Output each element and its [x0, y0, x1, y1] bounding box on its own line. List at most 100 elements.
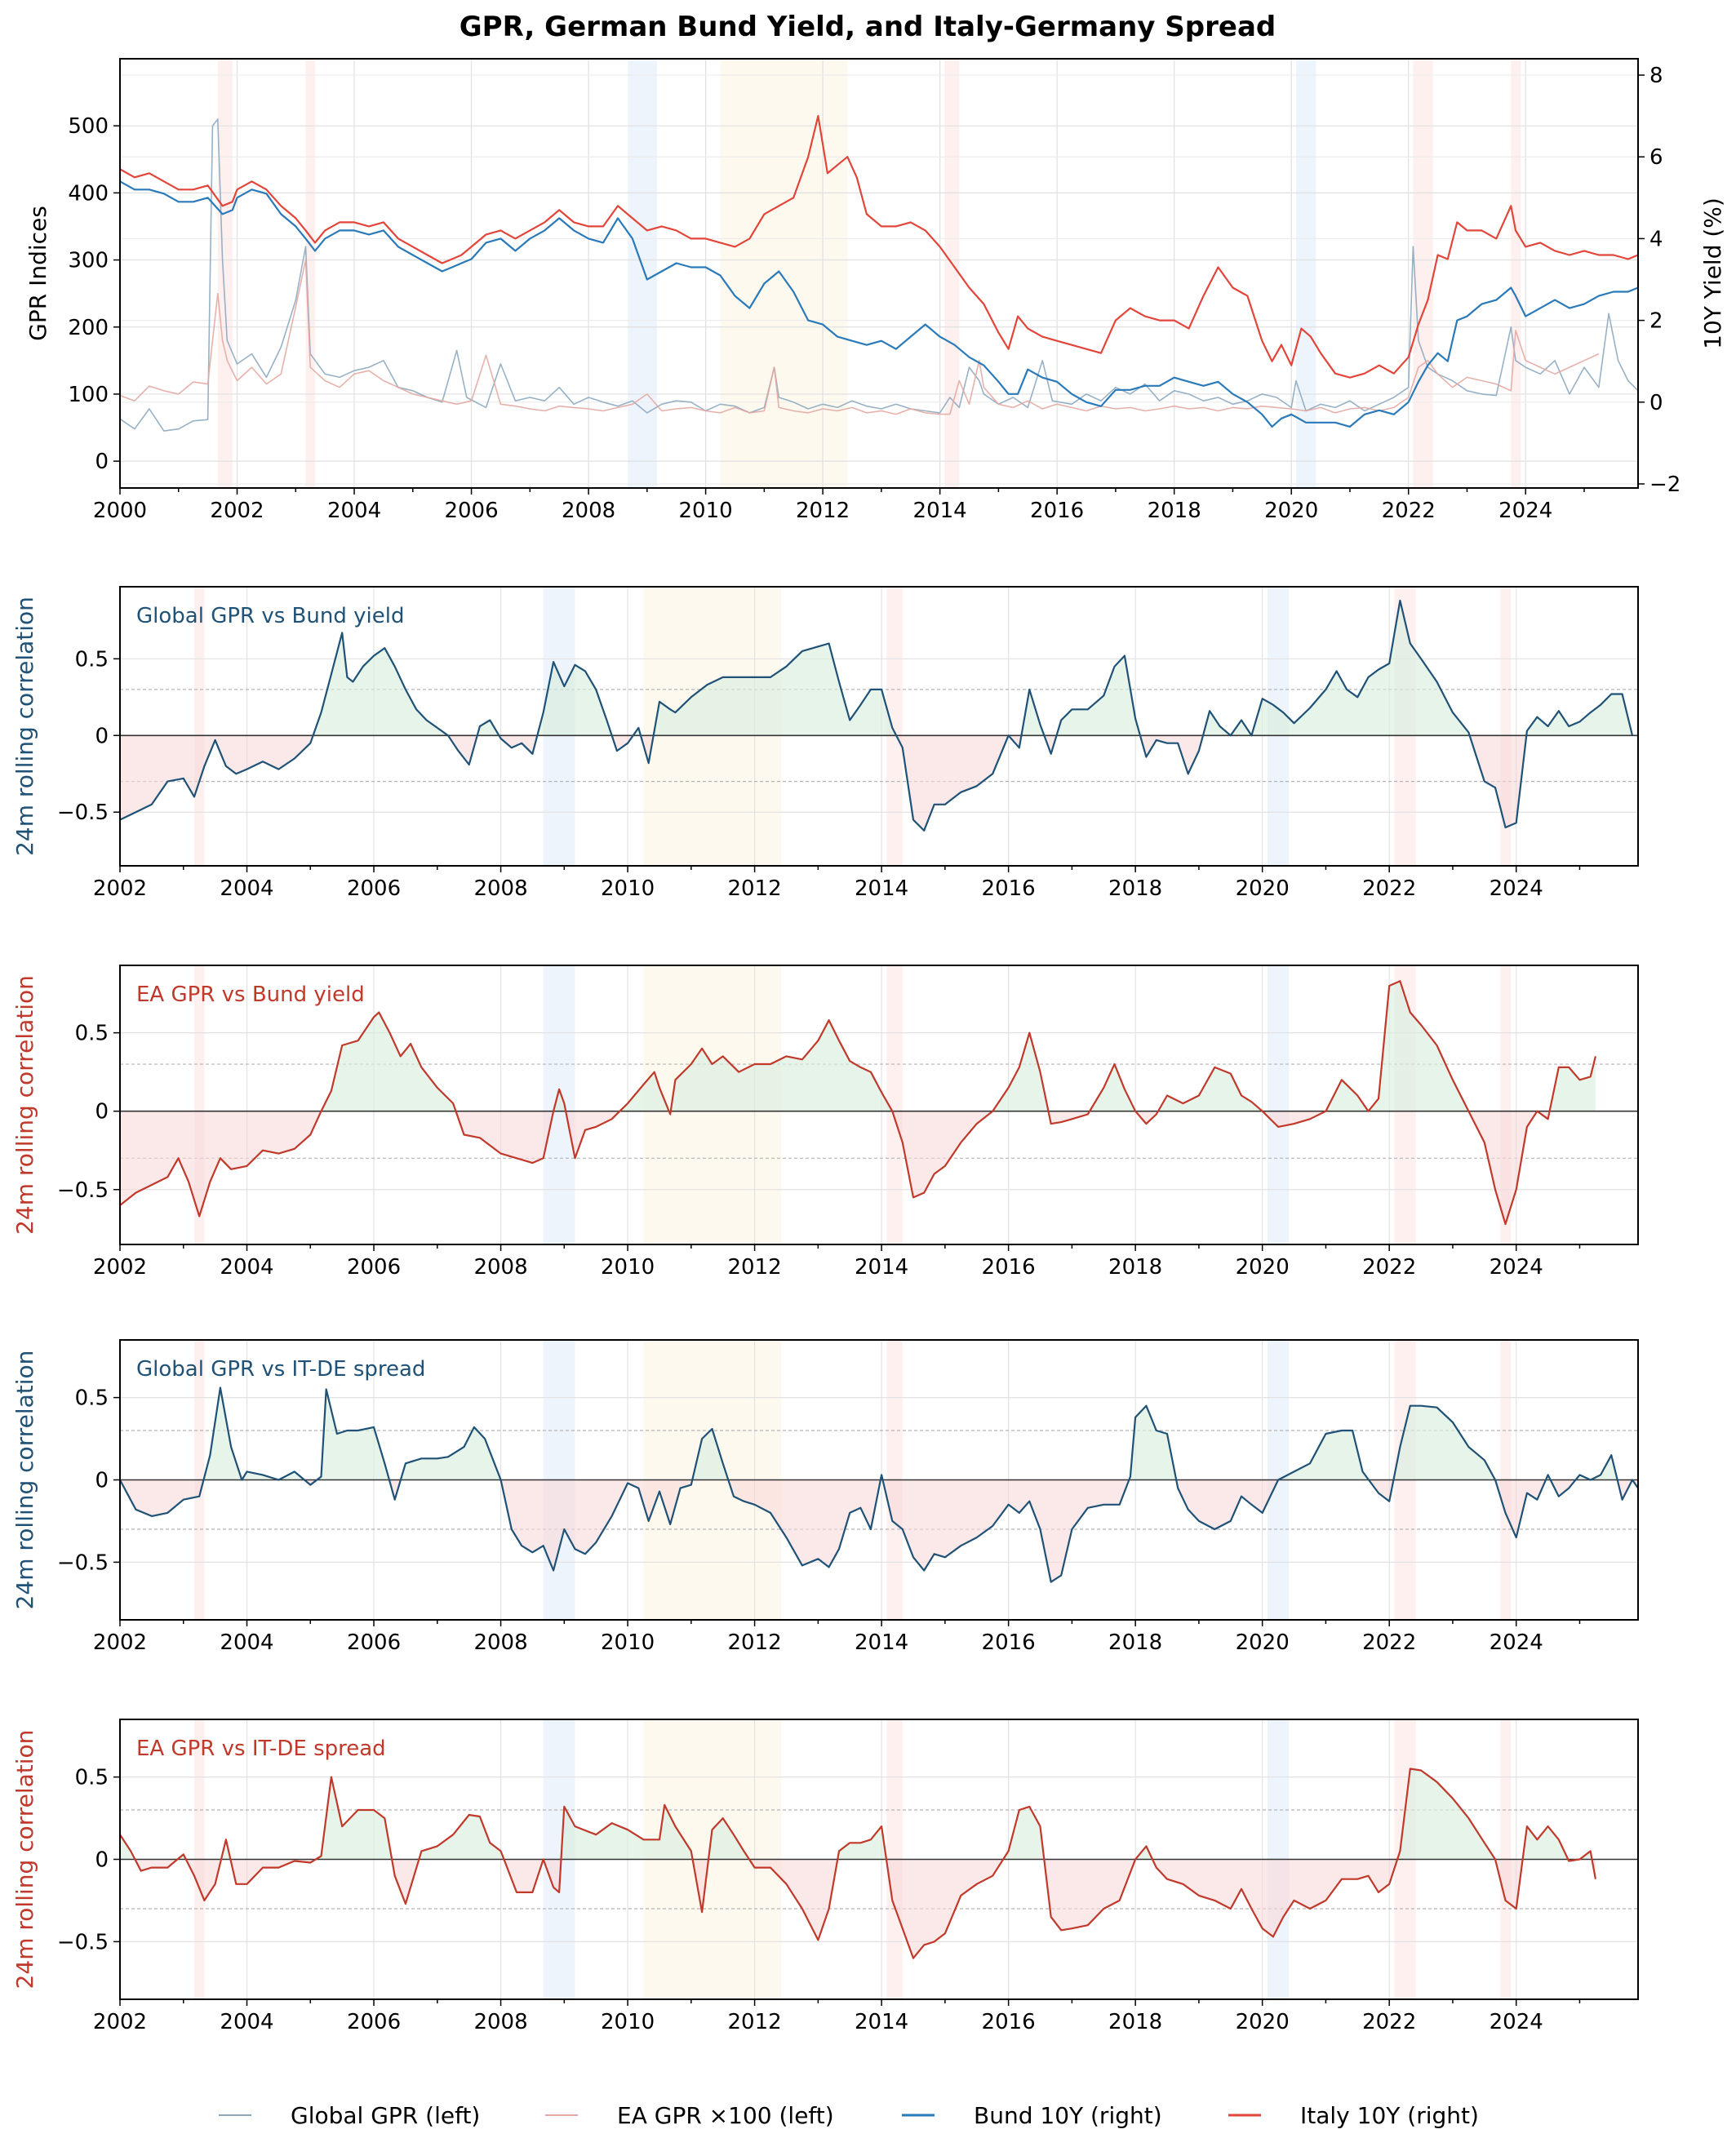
x-tick-label: 2004 [220, 1255, 273, 1280]
x-tick-label: 2020 [1236, 1630, 1290, 1655]
y-tick-label: 0 [95, 1469, 109, 1493]
series-line-3 [119, 115, 1639, 379]
shaded-period-geopolitical [193, 587, 205, 866]
x-tick-label: 2010 [679, 499, 733, 523]
y-tick-label: −0.5 [57, 1930, 109, 1954]
correlation-line [120, 1768, 1596, 1959]
x-tick-label: 2000 [93, 499, 147, 523]
x-tick-label: 2010 [601, 1630, 655, 1655]
fill-positive-area [120, 1768, 1596, 1860]
panel-ea-gpr-vs-bund: EA GPR vs Bund yield 2002 2004 2006 2008 2010… [11, 965, 1639, 1280]
y-axis-label-left: GPR Indices [24, 206, 51, 341]
correlation-line [120, 980, 1596, 1226]
shaded-period-geopolitical [886, 587, 903, 866]
x-tick-label: 2004 [220, 2010, 273, 2034]
x-tick-label: 2022 [1362, 876, 1416, 901]
x-tick-label: 2002 [93, 2010, 147, 2034]
shaded-period-sovereign [720, 59, 848, 488]
y-tick-label: 0.5 [75, 647, 109, 672]
x-tick-label: 2024 [1490, 2010, 1543, 2034]
y-tick-label-left: 500 [68, 114, 109, 139]
shaded-period-geopolitical [886, 965, 903, 1244]
y-tick-label-left: 0 [95, 450, 109, 474]
y-axis-label: 24m rolling correlation [11, 1730, 38, 1990]
x-tick-label: 2014 [855, 876, 908, 901]
y-tick-label-left: 400 [68, 181, 109, 206]
x-tick-label: 2010 [601, 2010, 655, 2034]
y-tick-label: 0 [95, 1100, 109, 1125]
legend-item: Global GPR (left) [219, 2102, 480, 2129]
top-panel-gpr-yields: 2000 2002 2004 2006 2008 2010 2012 2014 2016 2018… [24, 58, 1726, 523]
chart-title: GPR, German Bund Yield, and Italy-German… [460, 11, 1276, 43]
x-tick-label: 2024 [1490, 876, 1543, 901]
x-tick-label: 2006 [347, 2010, 401, 2034]
x-tick-label: 2008 [473, 1255, 527, 1280]
panel-label: Global GPR vs Bund yield [136, 604, 404, 628]
y-tick-label: −0.5 [57, 1178, 109, 1203]
y-tick-label: 0.5 [75, 1766, 109, 1790]
y-tick-label: 0.5 [75, 1386, 109, 1411]
x-tick-label: 2022 [1382, 499, 1436, 523]
legend-label: Bund 10Y (right) [974, 2102, 1162, 2129]
plot-area [120, 1719, 1638, 1999]
shaded-period-geopolitical [305, 59, 315, 488]
x-tick-label: 2016 [982, 2010, 1036, 2034]
fill-negative-area [120, 1111, 1596, 1224]
correlation-line [120, 599, 1634, 832]
fill-negative-area [120, 1859, 1596, 1958]
y-axis-label: 24m rolling correlation [11, 975, 38, 1235]
panel-ea-gpr-vs-spread: EA GPR vs IT-DE spread 2002 2004 2006 2008 20… [11, 1719, 1639, 2034]
y-tick-label-left: 300 [68, 249, 109, 273]
x-tick-label: 2012 [728, 2010, 782, 2034]
x-tick-label: 2016 [1030, 499, 1084, 523]
x-tick-label: 2006 [444, 499, 498, 523]
shaded-period-geopolitical [217, 59, 233, 488]
fill-negative-area [120, 1479, 1638, 1582]
legend-label: Italy 10Y (right) [1300, 2102, 1479, 2129]
series-line-0 [119, 118, 1639, 432]
y-tick-label-left: 100 [68, 383, 109, 407]
x-tick-label: 2014 [913, 499, 967, 523]
x-tick-label: 2022 [1362, 1255, 1416, 1280]
x-tick-label: 2020 [1236, 2010, 1290, 2034]
x-tick-label: 2008 [473, 1630, 527, 1655]
plot-area [120, 587, 1638, 866]
y-tick-label-right: 4 [1649, 227, 1663, 251]
legend-item: EA GPR ×100 (left) [545, 2102, 834, 2129]
y-tick-label: 0 [95, 1848, 109, 1873]
x-tick-label: 2024 [1490, 1630, 1543, 1655]
x-tick-label: 2012 [728, 1255, 782, 1280]
series-line-2 [119, 180, 1639, 428]
y-axis-label-right: 10Y Yield (%) [1699, 197, 1726, 349]
x-tick-label: 2020 [1236, 1255, 1290, 1280]
x-tick-label: 2018 [1108, 1255, 1162, 1280]
x-tick-label: 2010 [601, 876, 655, 901]
legend-label: Global GPR (left) [291, 2102, 480, 2129]
y-tick-label: 0 [95, 724, 109, 748]
shaded-period-financial [628, 59, 658, 488]
panel-label: EA GPR vs Bund yield [136, 983, 365, 1007]
y-axis-label: 24m rolling correlation [11, 597, 38, 856]
x-tick-label: 2006 [347, 1255, 401, 1280]
y-tick-label: 0.5 [75, 1022, 109, 1046]
y-tick-label-right: −2 [1649, 472, 1681, 497]
y-tick-label-right: 6 [1649, 145, 1663, 170]
x-tick-label: 2008 [562, 499, 615, 523]
x-tick-label: 2004 [327, 499, 381, 523]
x-tick-label: 2024 [1490, 1255, 1543, 1280]
x-tick-label: 2004 [220, 876, 273, 901]
shaded-period-financial [1267, 965, 1290, 1244]
shaded-period-geopolitical [944, 59, 960, 488]
x-tick-label: 2016 [982, 1630, 1036, 1655]
fill-negative-area [120, 735, 1632, 831]
y-tick-label-right: 8 [1649, 64, 1663, 88]
x-tick-label: 2016 [982, 1255, 1036, 1280]
legend-item: Bund 10Y (right) [902, 2102, 1162, 2129]
x-tick-label: 2018 [1108, 1630, 1162, 1655]
x-tick-label: 2018 [1108, 876, 1162, 901]
correlation-line [120, 1386, 1638, 1583]
y-tick-label-right: 2 [1649, 309, 1663, 334]
plot-frame [119, 965, 1639, 1245]
legend: Global GPR (left) EA GPR ×100 (left) Bund … [219, 2102, 1479, 2129]
